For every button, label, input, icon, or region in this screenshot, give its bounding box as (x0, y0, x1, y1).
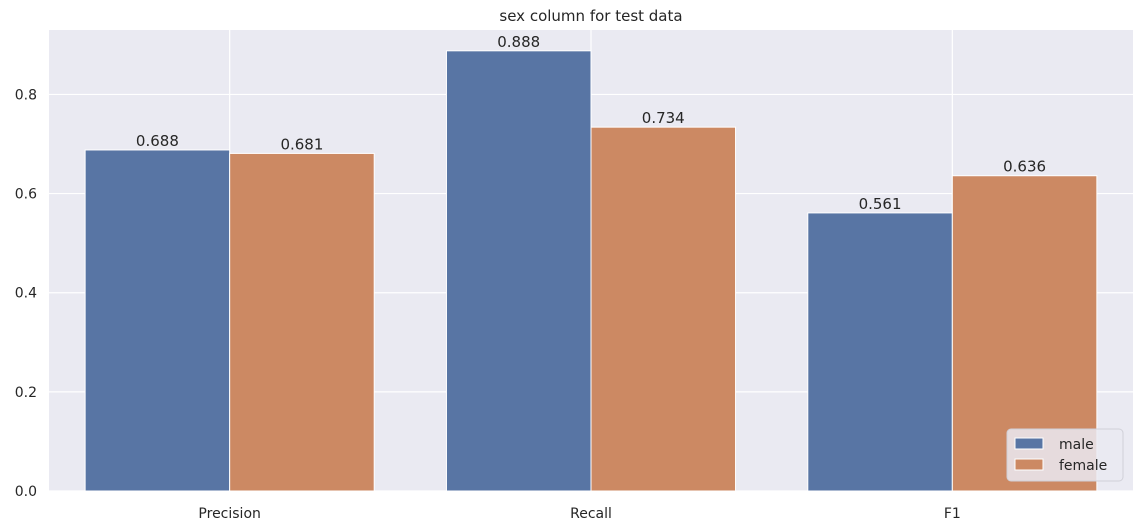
bar-value-label: 0.636 (1003, 158, 1046, 176)
legend-label-male: male (1059, 437, 1094, 453)
bar-female-precision (229, 152, 375, 492)
bar-male-recall (445, 50, 592, 492)
x-tick-label: Precision (198, 506, 260, 522)
x-tick-label: Recall (570, 506, 612, 522)
bar-value-label: 0.688 (136, 132, 179, 150)
y-axis-ticks: 0.0 0.2 0.4 0.6 0.8 (15, 87, 37, 500)
legend: male female (1006, 428, 1124, 482)
legend-swatch-male (1014, 437, 1044, 450)
y-tick-label: 0.0 (15, 484, 37, 500)
y-tick-label: 0.2 (15, 385, 37, 401)
bar-value-label: 0.681 (280, 135, 323, 153)
bar-female-recall (590, 126, 737, 492)
bar-value-label: 0.734 (642, 109, 685, 127)
bar-value-labels: 0.688 0.888 0.561 0.681 0.734 0.636 (136, 33, 1046, 213)
bar-male-f1 (807, 212, 953, 492)
legend-swatch-female (1014, 458, 1044, 471)
chart-title: sex column for test data (499, 7, 682, 25)
bar-value-label: 0.561 (859, 195, 902, 213)
legend-label-female: female (1059, 458, 1107, 474)
bar-male-precision (84, 149, 231, 492)
y-tick-label: 0.4 (15, 286, 37, 302)
x-axis-ticks: Precision Recall F1 (198, 506, 960, 522)
bars (84, 50, 1098, 492)
y-tick-label: 0.8 (15, 87, 37, 103)
y-tick-label: 0.6 (15, 187, 37, 203)
bar-value-label: 0.888 (497, 33, 540, 51)
x-tick-label: F1 (944, 506, 961, 522)
